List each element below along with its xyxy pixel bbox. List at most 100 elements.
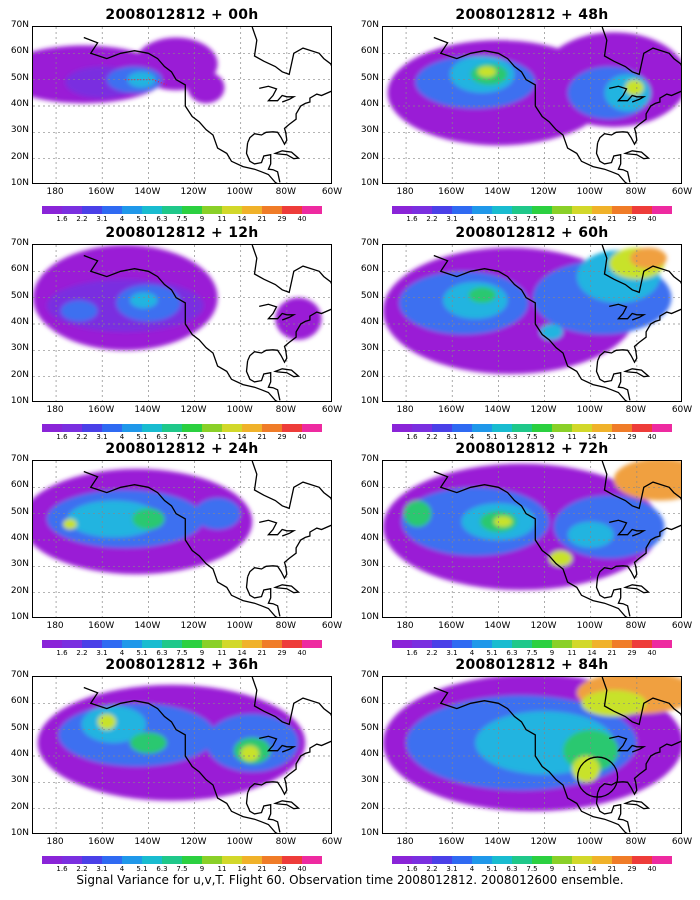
- colorbar-swatch: [532, 640, 552, 648]
- coastline: [83, 686, 278, 833]
- map-plot-area: [382, 460, 682, 618]
- colorbar-swatch: [512, 640, 532, 648]
- map-plot-area: [32, 460, 332, 618]
- colorbar-swatch: [142, 640, 162, 648]
- lon-tick-label: 120W: [530, 187, 557, 197]
- lat-tick-label: 70N: [10, 238, 29, 248]
- colorbar-swatch: [392, 856, 412, 864]
- colorbar-swatch: [612, 424, 632, 432]
- lat-tick-label: 60N: [10, 696, 29, 707]
- colorbar-swatch: [632, 424, 652, 432]
- coastline: [609, 735, 647, 753]
- lat-tick-label: 10N: [10, 828, 29, 838]
- coastline: [601, 677, 681, 726]
- colorbar-swatch: [632, 856, 652, 864]
- colorbar-label: 7.5: [176, 649, 188, 657]
- colorbar-label: 14: [237, 433, 247, 441]
- colorbar-swatch: [652, 640, 672, 648]
- variance-contour: [549, 550, 573, 567]
- lon-tick-label: 160W: [438, 187, 465, 197]
- colorbar-label: 29: [627, 649, 637, 657]
- variance-contour: [60, 300, 98, 322]
- lat-tick-label: 10N: [10, 178, 29, 188]
- panel-title: 2008012812 + 00h: [105, 7, 259, 23]
- variance-contour: [613, 461, 681, 501]
- colorbar-label: 3.1: [96, 865, 108, 873]
- lon-tick-label: 120W: [530, 837, 557, 847]
- lat-tick-label: 50N: [10, 506, 29, 517]
- lon-tick-label: 160W: [88, 621, 115, 631]
- lon-tick-label: 140W: [484, 187, 511, 197]
- colorbar-swatch: [302, 856, 322, 864]
- colorbar-label: 21: [607, 865, 617, 873]
- lon-tick-label: 120W: [530, 405, 557, 415]
- colorbar-swatch: [42, 640, 62, 648]
- lon-tick-label: 180: [396, 837, 414, 847]
- coastline: [245, 360, 281, 401]
- lat-tick-label: 60N: [10, 480, 29, 491]
- map-svg: [383, 461, 681, 617]
- colorbar-swatch: [42, 856, 62, 864]
- lon-tick-label: 140W: [134, 621, 161, 631]
- colorbar-label: 29: [277, 649, 287, 657]
- coastline: [597, 90, 681, 146]
- coastline: [247, 740, 331, 796]
- lat-tick-label: 70N: [10, 454, 29, 464]
- colorbar-swatch: [452, 424, 472, 432]
- colorbar-label: 2.2: [426, 215, 438, 223]
- lon-tick-label: 140W: [134, 405, 161, 415]
- lat-tick-label: 10N: [10, 396, 29, 406]
- colorbar-swatch: [182, 206, 202, 214]
- colorbar-label: 11: [217, 649, 227, 657]
- coastline: [259, 735, 297, 753]
- lon-tick-label: 140W: [484, 837, 511, 847]
- colorbar-label: 14: [587, 649, 597, 657]
- colorbar-swatch: [162, 640, 182, 648]
- coastline: [433, 686, 628, 833]
- map-svg: [33, 27, 331, 183]
- coastline: [601, 461, 681, 510]
- coastline: [609, 519, 647, 537]
- lon-tick-label: 80W: [625, 621, 647, 631]
- coastline: [595, 792, 631, 833]
- colorbar-label: 3.1: [96, 649, 108, 657]
- colorbar-label: 2.2: [426, 433, 438, 441]
- colorbar-label: 1.6: [56, 649, 68, 657]
- colorbar-label: 6.3: [506, 865, 518, 873]
- lon-tick-label: 140W: [134, 837, 161, 847]
- lat-tick-label: 60N: [360, 264, 379, 275]
- colorbar-label: 14: [587, 865, 597, 873]
- figure-caption: Signal Variance for u,v,T. Flight 60. Ob…: [76, 873, 624, 887]
- target-circle: [576, 756, 619, 798]
- coastline: [247, 90, 331, 146]
- lon-tick-label: 140W: [484, 405, 511, 415]
- coastline: [433, 36, 628, 183]
- colorbar-swatch: [62, 206, 82, 214]
- lat-tick-label: 60N: [360, 696, 379, 707]
- map-panel-p00: 2008012812 + 00h 70N 60N 50N 40N 30N 20N 10N 180…: [11, 7, 342, 223]
- map-panel-p60: 2008012812 + 60h 70N 60N 50N 40N 30N 20N 10N 180…: [361, 225, 692, 441]
- colorbar-label: 40: [297, 433, 307, 441]
- lon-tick-label: 80W: [275, 621, 297, 631]
- variance-contour: [567, 521, 614, 548]
- colorbar-swatch: [162, 206, 182, 214]
- colorbar-label: 2.2: [426, 865, 438, 873]
- map-plot-area: [382, 244, 682, 402]
- coastline: [595, 142, 631, 183]
- colorbar: [392, 640, 672, 648]
- colorbar-swatch: [182, 856, 202, 864]
- lat-tick-label: 70N: [360, 20, 379, 30]
- colorbar-label: 9: [199, 215, 205, 223]
- lat-tick-label: 30N: [10, 125, 29, 136]
- colorbar-swatch: [452, 640, 472, 648]
- coastline: [259, 85, 297, 103]
- lon-tick-label: 60W: [321, 187, 343, 197]
- colorbar-labels: 1.6 2.2 3.1 4 5.1 6.3 7.5 9 11 14 21 29 40: [42, 215, 322, 223]
- colorbar-label: 5.1: [486, 433, 498, 441]
- coastline: [259, 303, 297, 321]
- lat-tick-label: 10N: [360, 396, 379, 406]
- lat-tick-label: 60N: [360, 480, 379, 491]
- colorbar-label: 40: [297, 649, 307, 657]
- colorbar-swatch: [552, 206, 572, 214]
- coastline: [245, 576, 281, 617]
